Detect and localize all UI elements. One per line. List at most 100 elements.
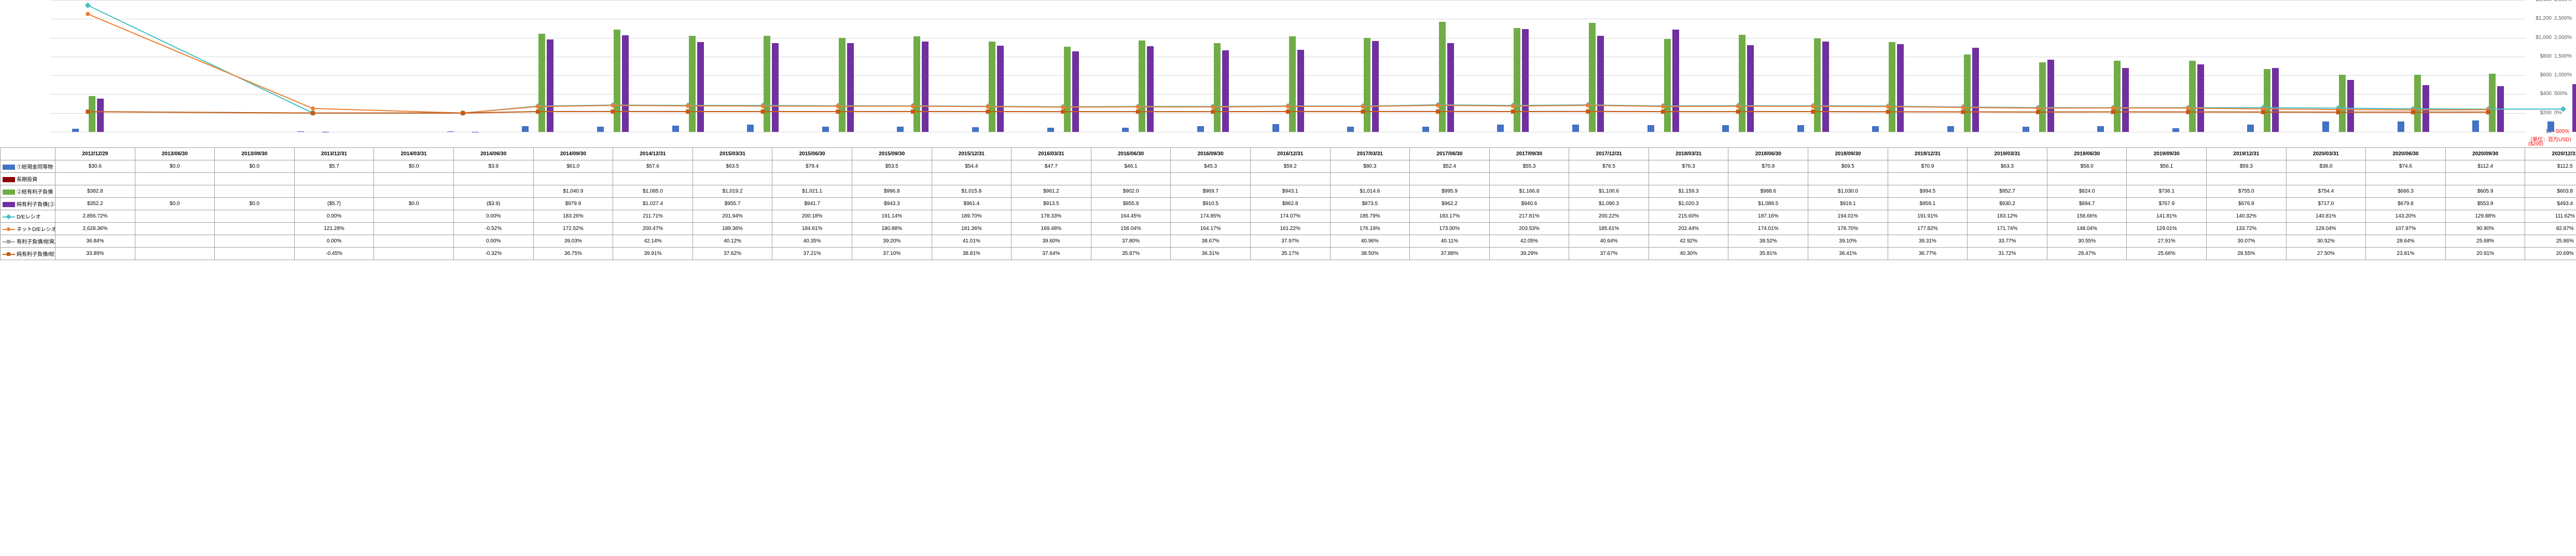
bar-debt (1889, 42, 1895, 132)
cell-de_ratio (374, 210, 454, 223)
bar-netdebt (622, 35, 629, 132)
bar-netdebt (1972, 48, 1979, 132)
bar-cash (1497, 125, 1504, 132)
cell-longinv (1012, 173, 1091, 185)
cell-debt (453, 185, 533, 198)
axis-left-label: $1,400 (2536, 0, 2552, 3)
cell-longinv (852, 173, 932, 185)
cell-debt_assets: 40.96% (1330, 235, 1410, 248)
bar-cash (1197, 126, 1204, 132)
cell-de_ratio: 183.26% (533, 210, 613, 223)
table-header-period: 2020/06/30 (2366, 148, 2446, 160)
cell-cash: $54.4 (932, 160, 1012, 173)
legend-marker-longinv (3, 177, 15, 182)
cell-cash: $0.0 (374, 160, 454, 173)
cell-de_ratio: 201.94% (693, 210, 772, 223)
row-label-cash: ①総現金同等物 (1, 160, 56, 173)
bar-debt (614, 30, 620, 132)
bar-cash (897, 127, 904, 132)
bar-debt (913, 36, 920, 132)
legend-text-debt_assets: 有利子負債/総資産 (17, 239, 56, 245)
cell-netde_ratio: 176.19% (1330, 223, 1410, 235)
cell-cash: $56.1 (2127, 160, 2207, 173)
cell-de_ratio: 200.22% (1569, 210, 1649, 223)
bar-debt (2189, 61, 2196, 132)
cell-debt: $605.9 (2445, 185, 2525, 198)
cell-netde_ratio: 203.53% (1489, 223, 1569, 235)
cell-netdebt: $940.6 (1489, 198, 1569, 210)
cell-longinv (2366, 173, 2446, 185)
legend-text-netde_ratio: ネットD/Eレシオ (17, 227, 56, 233)
cell-de_ratio: 0.00% (453, 210, 533, 223)
axis-right-label: 1,000% (2554, 72, 2572, 78)
cell-debt_assets: 42.05% (1489, 235, 1569, 248)
table-header-period: 2017/06/30 (1410, 148, 1490, 160)
cell-netdebt_assets: 40.30% (1649, 248, 1728, 260)
bar-cash (447, 131, 454, 132)
cell-longinv (533, 173, 613, 185)
table-header-period: 2017/03/31 (1330, 148, 1410, 160)
cell-netde_ratio (135, 223, 215, 235)
cell-debt_assets: 30.07% (2207, 235, 2287, 248)
cell-netde_ratio: 169.48% (1012, 223, 1091, 235)
bar-netdebt (997, 46, 1004, 132)
cell-netde_ratio: 90.90% (2445, 223, 2525, 235)
cell-debt: $666.3 (2366, 185, 2446, 198)
table-header-period: 2012/12/29 (56, 148, 135, 160)
cell-longinv (1888, 173, 1968, 185)
cell-debt_assets: 40.64% (1569, 235, 1649, 248)
cell-cash: $76.5 (1569, 160, 1649, 173)
bar-netdebt (1372, 41, 1379, 132)
bar-netdebt (1147, 46, 1154, 132)
cell-netde_ratio: 164.17% (1171, 223, 1251, 235)
bar-cash (1122, 128, 1129, 132)
bar-netdebt (2572, 84, 2576, 132)
cell-debt: $1,100.6 (1569, 185, 1649, 198)
bar-debt (2114, 61, 2121, 132)
cell-longinv (932, 173, 1012, 185)
cell-netdebt: $955.7 (693, 198, 772, 210)
bar-netdebt (1072, 51, 1079, 132)
cell-netdebt_assets: 20.91% (2445, 248, 2525, 260)
cell-netdebt_assets: 28.47% (2047, 248, 2127, 260)
cell-debt: $952.7 (1968, 185, 2047, 198)
bar-netdebt (922, 42, 929, 132)
bar-debt (839, 38, 846, 132)
cell-netdebt_assets: 36.41% (1808, 248, 1888, 260)
bar-debt (1589, 23, 1596, 132)
cell-debt_assets: 39.31% (1888, 235, 1968, 248)
legend-text-cash: ①総現金同等物 (17, 165, 53, 170)
table-header-period: 2015/09/30 (852, 148, 932, 160)
cell-netdebt_assets: 33.89% (56, 248, 135, 260)
bar-debt (1064, 47, 1071, 132)
cell-netdebt: $676.8 (2207, 198, 2287, 210)
cell-debt_assets: 40.35% (772, 235, 852, 248)
cell-netde_ratio: 121.28% (294, 223, 374, 235)
cell-debt: $996.8 (852, 185, 932, 198)
bar-netdebt (847, 43, 854, 132)
cell-netdebt: ($5.7) (294, 198, 374, 210)
cell-debt_assets: 30.52% (2286, 235, 2366, 248)
cell-netde_ratio: 174.01% (1728, 223, 1808, 235)
bar-netdebt (772, 43, 779, 132)
cell-de_ratio: 185.79% (1330, 210, 1410, 223)
cell-netde_ratio: 156.04% (1091, 223, 1171, 235)
cell-de_ratio: 211.71% (613, 210, 693, 223)
bar-cash (1272, 124, 1279, 132)
cell-de_ratio (135, 210, 215, 223)
bar-debt (2339, 75, 2346, 132)
cell-debt_assets: 42.14% (613, 235, 693, 248)
cell-de_ratio: 143.20% (2366, 210, 2446, 223)
bar-debt (89, 96, 95, 132)
cell-debt: $754.4 (2286, 185, 2366, 198)
cell-debt: $961.2 (1012, 185, 1091, 198)
bar-debt (2414, 75, 2421, 132)
cell-debt_assets (135, 235, 215, 248)
cell-debt_assets: 37.97% (1250, 235, 1330, 248)
legend-text-longinv: 長期投資 (17, 177, 37, 183)
cell-netdebt_assets: 35.81% (1728, 248, 1808, 260)
cell-longinv (294, 173, 374, 185)
cell-netde_ratio: 178.70% (1808, 223, 1888, 235)
cell-de_ratio: 111.62% (2525, 210, 2576, 223)
data-table: 2012/12/292013/06/302013/09/302013/12/31… (0, 147, 2576, 260)
